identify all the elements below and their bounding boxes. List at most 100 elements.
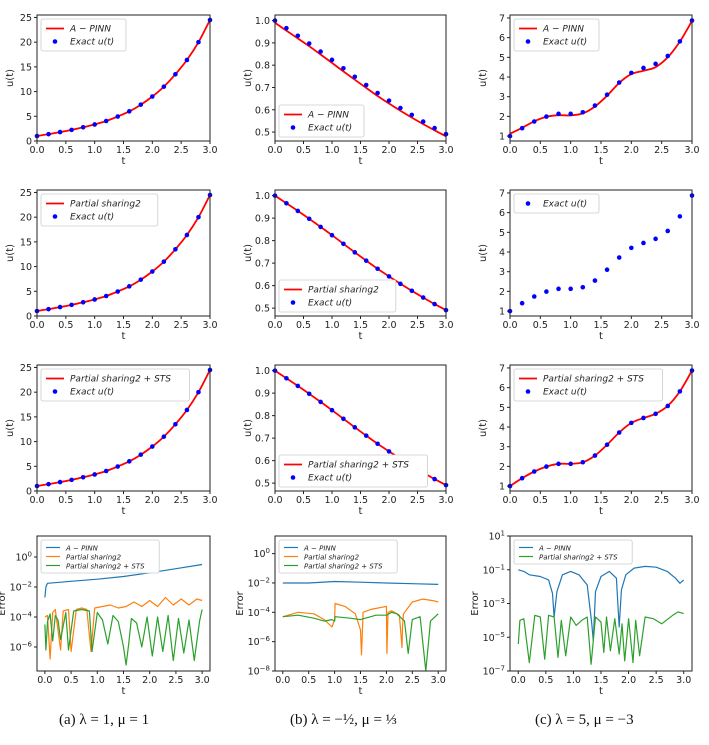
x-tick-label: 0.5 (533, 320, 548, 331)
exact-point (341, 241, 346, 247)
x-tick-label: 0.0 (502, 145, 517, 156)
exact-point (677, 39, 683, 44)
x-tick-label: 1.0 (87, 145, 102, 156)
y-tick-label: 20 (20, 38, 32, 49)
legend-label: Partial sharing2 (70, 200, 141, 210)
x-axis-label: t (359, 506, 363, 517)
exact-point (329, 407, 335, 413)
y-tick-label: 0.5 (255, 304, 270, 315)
y-tick-label: 5 (26, 112, 32, 123)
x-tick-label: 0.5 (538, 675, 553, 686)
exact-point (184, 57, 190, 63)
x-tick-label: 2.5 (405, 675, 420, 686)
prediction-line (37, 19, 210, 137)
x-tick-label: 0.0 (275, 675, 290, 686)
x-tick-label: 1.5 (116, 675, 131, 686)
exact-point (592, 103, 598, 108)
exact-point (284, 375, 289, 381)
prediction-line (275, 194, 446, 311)
x-tick-label: 0.5 (64, 675, 79, 686)
exact-point (363, 258, 369, 263)
y-tick-label: 4 (499, 248, 505, 259)
legend-label: Partial sharing2 (66, 554, 122, 562)
x-tick-label: 1.0 (324, 145, 339, 156)
exact-point (568, 111, 573, 117)
x-tick-label: 1.0 (87, 495, 102, 506)
error-series-partial_sharing2_sts (44, 608, 203, 666)
legend-label: Partial sharing2 + STS (66, 563, 145, 571)
y-tick-label: 10−2 (10, 581, 32, 594)
exact-point (150, 94, 155, 99)
legend-label: A − PINN (65, 545, 99, 553)
exact-point (568, 461, 573, 467)
y-axis-label: u(t) (5, 419, 16, 437)
y-axis-label: u(t) (243, 69, 254, 87)
x-tick-label: 3.0 (438, 495, 453, 506)
exact-point (604, 267, 610, 273)
exact-point (544, 114, 549, 119)
exact-point (580, 109, 586, 115)
legend-box (513, 193, 600, 214)
error-series-a_pinn (518, 565, 685, 642)
caption-a: (a) λ = 1, μ = 1 (59, 712, 150, 728)
y-tick-label: 10−8 (248, 665, 270, 678)
x-tick-label: 1.0 (90, 675, 105, 686)
exact-point (398, 281, 403, 287)
exact-point (150, 269, 155, 274)
y-tick-label: 101 (488, 530, 505, 543)
legend-label: A − PINN (69, 25, 111, 35)
legend: Partial sharing2 + STS Exact u(t) (278, 454, 429, 488)
x-tick-label: 1.5 (116, 320, 131, 331)
x-tick-label: 0.5 (296, 495, 311, 506)
exact-point (677, 214, 683, 219)
x-tick-label: 2.0 (381, 495, 396, 506)
x-tick-label: 1.0 (327, 675, 342, 686)
chart-panel-c-error: 0.0 0.5 1.0 1.5 2.0 2.5 3.0 10−7 10−5 10−3 10−1 101… (470, 530, 693, 697)
y-tick-label: 2 (499, 112, 505, 123)
y-tick-label: 10−3 (483, 597, 505, 610)
plot-area (37, 194, 210, 312)
exact-point (531, 119, 537, 124)
y-tick-label: 25 (20, 188, 32, 199)
y-tick-label: 15 (20, 62, 32, 73)
x-tick-label: 3.0 (202, 320, 217, 331)
caption-b: (b) λ = −½, μ = ⅓ (290, 712, 397, 728)
y-tick-label: 10−2 (248, 576, 270, 589)
y-tick-label: 2 (499, 287, 505, 298)
exact-point (103, 293, 109, 299)
x-axis-label: t (122, 686, 126, 697)
legend: A − PINN Exact u(t) (278, 104, 365, 138)
x-tick-label: 0.0 (502, 495, 517, 506)
exact-point (352, 250, 358, 255)
x-axis-label: t (599, 331, 603, 342)
y-tick-label: 0.7 (255, 83, 270, 94)
legend-marker-icon (525, 389, 531, 394)
exact-point (295, 208, 301, 214)
y-tick-label: 1.0 (255, 366, 270, 377)
x-tick-label: 3.0 (438, 145, 453, 156)
exact-point (318, 224, 323, 230)
exact-point (329, 232, 335, 238)
exact-point (375, 90, 380, 96)
y-tick-label: 0.5 (255, 479, 270, 490)
legend-box (278, 279, 397, 313)
chart-panel-c-row1: 0.0 0.5 1.0 1.5 2.0 2.5 3.0 1 2 3 4 5 6 7 t u(t) A − PIN… (478, 13, 700, 167)
x-tick-label: 3.0 (202, 495, 217, 506)
x-tick-label: 2.5 (410, 145, 425, 156)
prediction-line (510, 370, 692, 487)
x-axis-label: t (359, 686, 363, 697)
x-tick-label: 1.0 (563, 320, 578, 331)
exact-point (616, 255, 622, 260)
error-series-a_pinn (44, 563, 203, 598)
legend-box (40, 539, 160, 574)
x-axis-label: t (122, 331, 126, 342)
x-tick-label: 0.0 (29, 320, 44, 331)
y-axis-label: Error (235, 590, 246, 615)
x-tick-label: 2.0 (624, 320, 639, 331)
exact-point (92, 122, 97, 127)
exact-point (126, 284, 132, 289)
exact-point (184, 232, 190, 238)
exact-point (138, 277, 144, 282)
exact-point (173, 71, 178, 77)
